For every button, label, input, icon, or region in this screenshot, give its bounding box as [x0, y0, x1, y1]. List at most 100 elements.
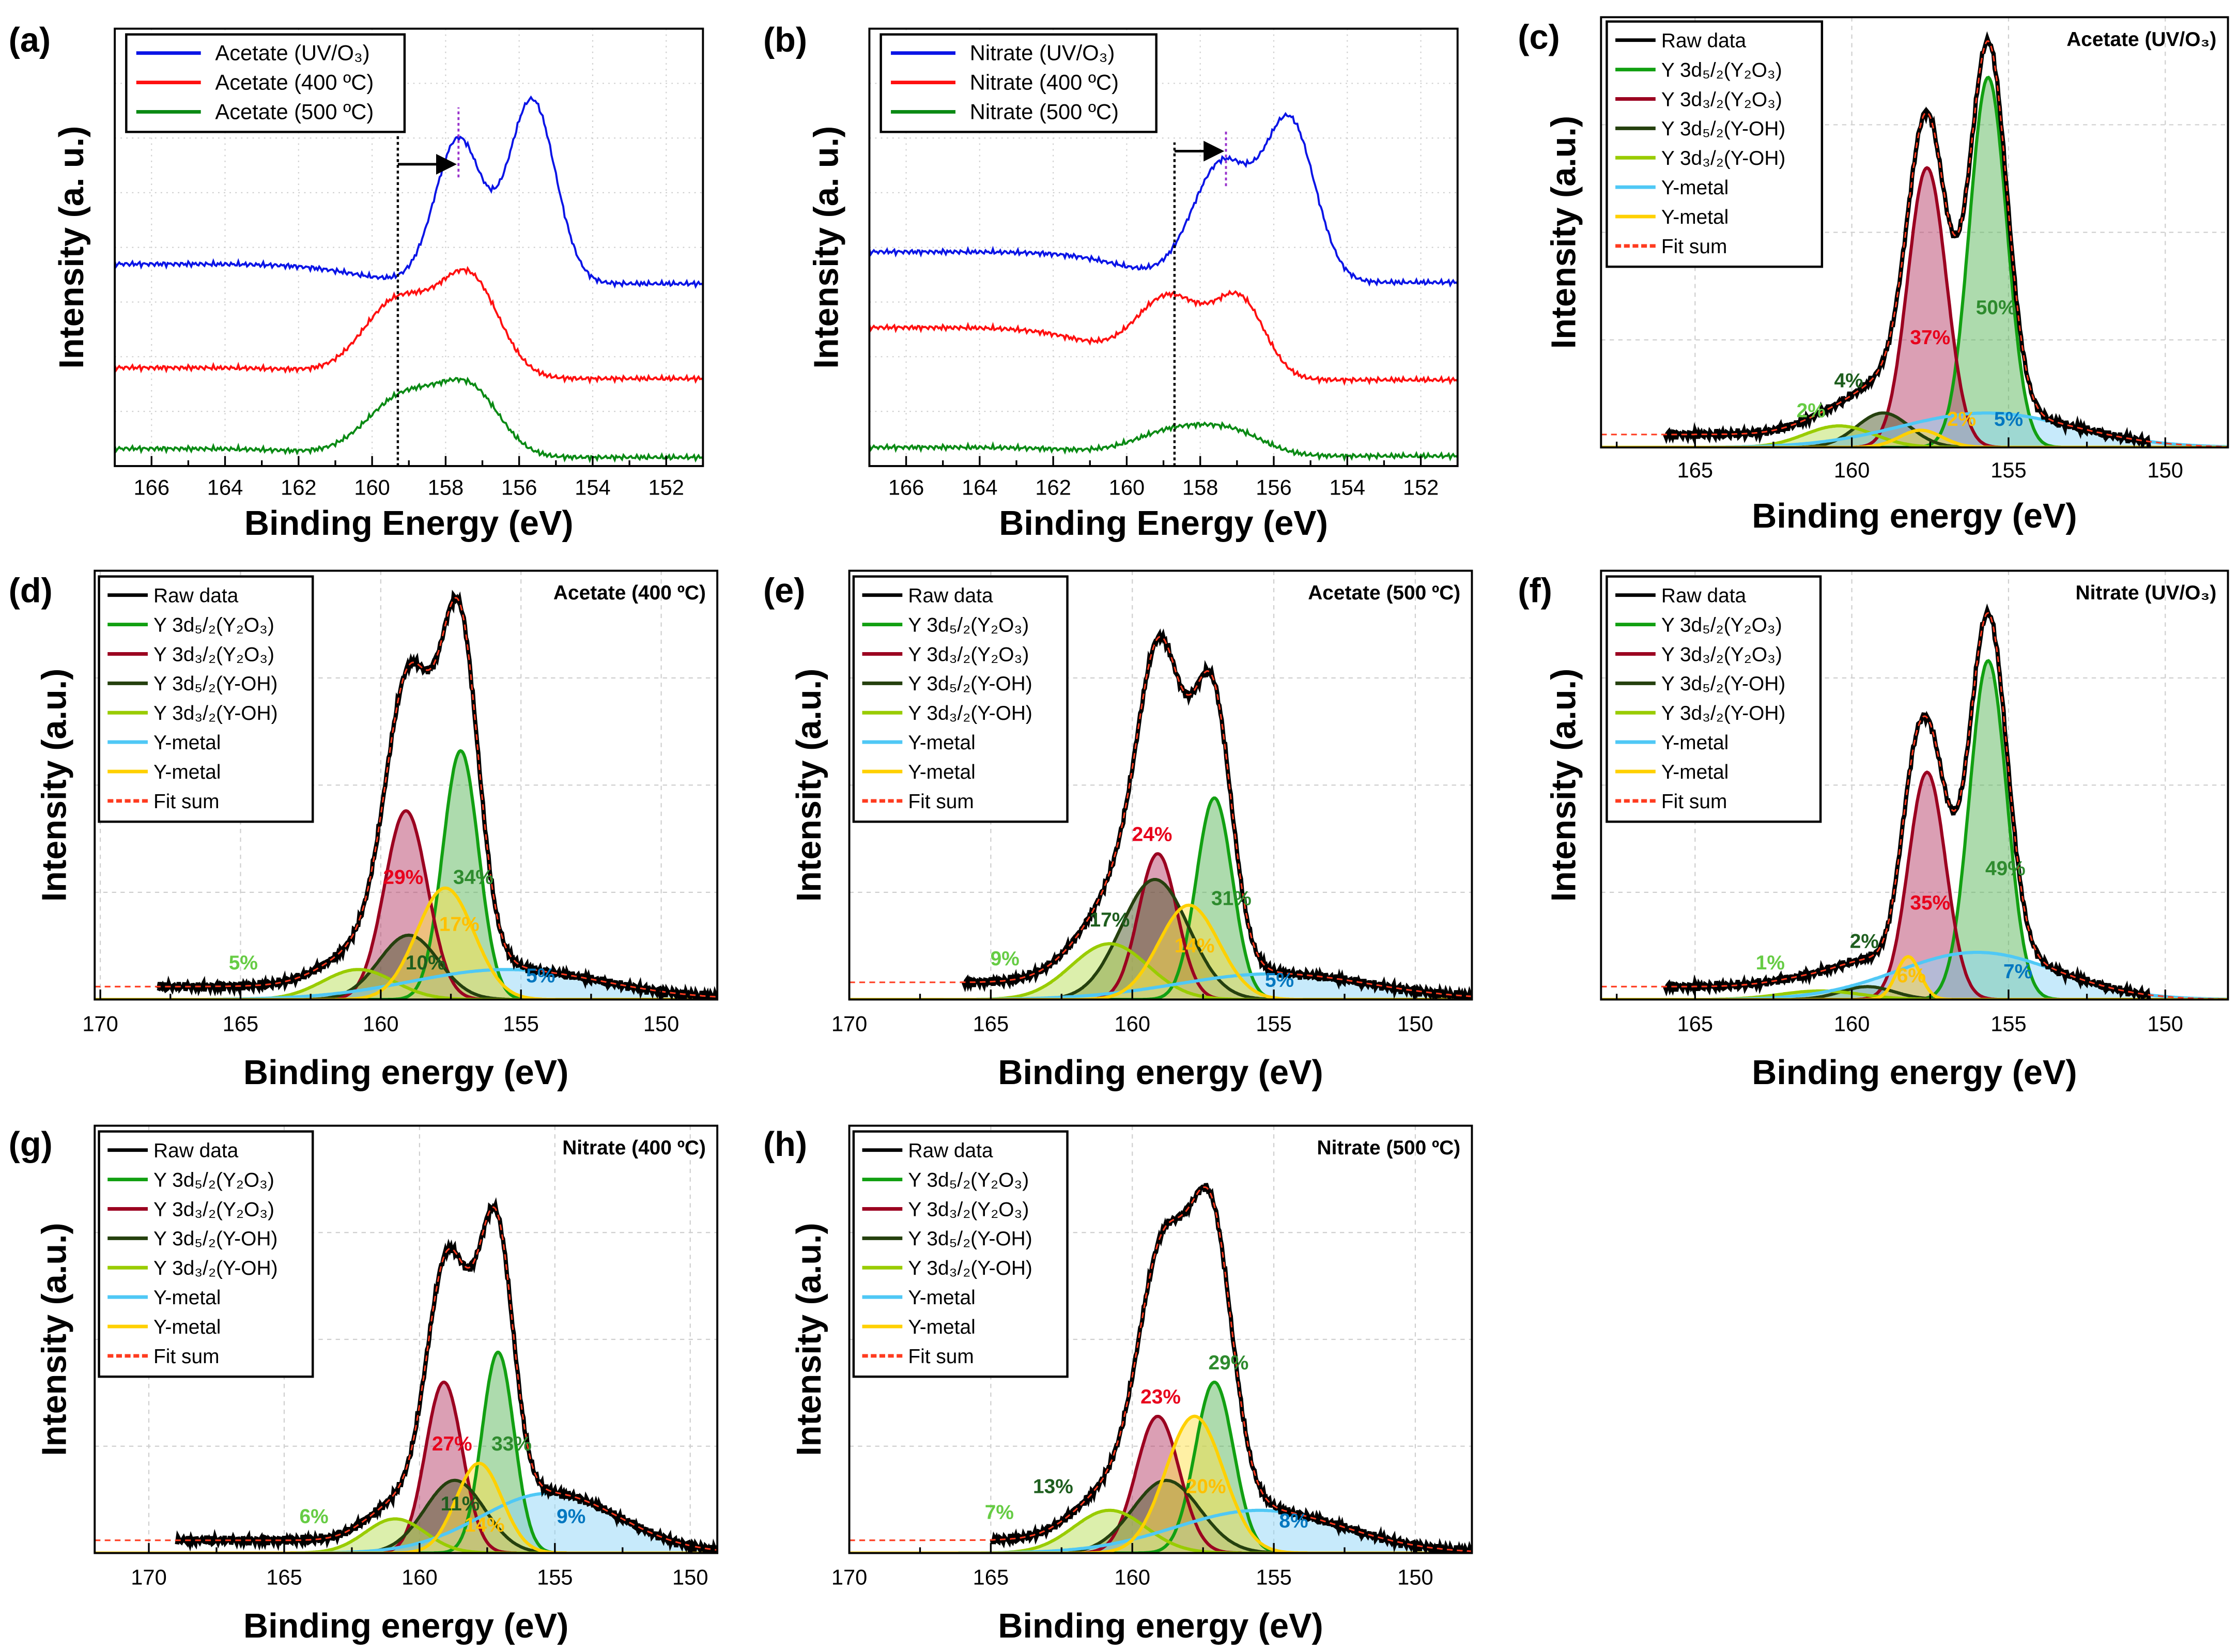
- panel-title: Nitrate (400 ºC): [562, 1137, 706, 1159]
- legend-label: Y 3d₃/₂(Y-OH): [153, 702, 277, 724]
- legend-label: Nitrate (UV/O₃): [970, 41, 1115, 65]
- axes-frame: [848, 569, 1473, 1001]
- x-axis-label: Binding energy (eV): [243, 1054, 568, 1092]
- panel-h: 29% 23% 13% 7% 8% 20% Nitrate (500 ºC) 170 165 16…: [763, 1124, 1473, 1645]
- series-line-1: [869, 289, 1458, 386]
- y-axis-label: Intensity (a.u.): [1545, 669, 1583, 902]
- legend-label: Y 3d₃/₂(Y₂O₃): [1661, 643, 1782, 666]
- percent-label: 27%: [432, 1433, 472, 1455]
- component-line-1: [849, 852, 1472, 1000]
- axes-frame: [94, 569, 719, 1001]
- legend-label: Fit sum: [1661, 791, 1727, 813]
- component-line-3: [849, 942, 1472, 1000]
- x-tick-label: 155: [1256, 1011, 1291, 1036]
- component-line-3: [95, 1517, 718, 1553]
- component-fill-4: [95, 1493, 718, 1553]
- x-tick-label: 150: [643, 1011, 679, 1036]
- legend-label: Y-metal: [908, 732, 975, 754]
- x-tick-label: 162: [281, 475, 316, 499]
- legend-label: Y 3d₅/₂(Y-OH): [908, 1228, 1032, 1250]
- legend-box: [98, 1130, 314, 1378]
- panel-letter: (d): [9, 572, 53, 610]
- x-tick-label: 158: [1182, 475, 1218, 499]
- legend-label: Y 3d₅/₂(Y-OH): [153, 1228, 277, 1250]
- component-fill-1: [1601, 167, 2228, 447]
- x-tick-label: 155: [1990, 1011, 2026, 1036]
- y-axis-label: Intensity (a. u.): [807, 126, 845, 369]
- x-axis-label: Binding energy (eV): [1752, 497, 2077, 535]
- fit-sum-line: [95, 1206, 718, 1551]
- series-line-0: [869, 112, 1458, 288]
- component-fill-5: [95, 888, 718, 1000]
- percent-label: 33%: [491, 1433, 532, 1455]
- component-line-3: [849, 1508, 1472, 1553]
- component-line-0: [849, 1380, 1472, 1553]
- panel-g: 33% 27% 11% 6% 9% 14% Nitrate (400 ºC) 170 165 16…: [9, 1124, 719, 1645]
- panel-c: 50% 37% 4% 2% 5% 2% Acetate (UV/O₃) 165 160 155 15…: [1518, 16, 2229, 535]
- legend-box: [1606, 20, 1824, 268]
- percent-label: 7%: [2003, 961, 2032, 983]
- legend-label: Y 3d₃/₂(Y₂O₃): [1661, 88, 1782, 111]
- legend-label: Y 3d₅/₂(Y₂O₃): [153, 1169, 274, 1191]
- raw-data-line: [175, 1197, 718, 1553]
- x-tick-label: 160: [363, 1011, 398, 1036]
- x-tick-label: 156: [501, 475, 537, 499]
- legend-label: Acetate (UV/O₃): [215, 41, 369, 65]
- legend-label: Raw data: [153, 585, 239, 607]
- legend-label: Y-metal: [1661, 761, 1728, 783]
- percent-label: 49%: [1985, 858, 2026, 880]
- x-tick-label: 150: [2148, 1011, 2183, 1036]
- percent-label: 8%: [1279, 1510, 1308, 1532]
- x-tick-label: 155: [537, 1565, 573, 1589]
- legend-label: Y 3d₅/₂(Y-OH): [908, 673, 1032, 695]
- x-axis-label: Binding energy (eV): [998, 1607, 1323, 1645]
- fit-sum-line: [1601, 612, 2228, 1000]
- panel-title: Acetate (UV/O₃): [2066, 28, 2216, 51]
- legend-label: Y 3d₅/₂(Y₂O₃): [908, 1169, 1029, 1191]
- legend: Nitrate (UV/O₃) Nitrate (400 ºC) Nitrate (…: [879, 33, 1157, 133]
- x-tick-label: 152: [649, 475, 684, 499]
- x-axis-label: Binding Energy (eV): [999, 504, 1328, 543]
- percent-label: 2%: [1850, 931, 1879, 953]
- legend-label: Y 3d₃/₂(Y-OH): [1661, 147, 1785, 169]
- component-line-5: [95, 886, 718, 1000]
- y-axis-label: Intensity (a.u.): [790, 1223, 828, 1456]
- percent-label: 7%: [985, 1501, 1014, 1523]
- series-line-2: [115, 376, 703, 464]
- series-line-1: [115, 266, 703, 385]
- x-tick-label: 160: [1834, 458, 1870, 482]
- legend-label: Y 3d₅/₂(Y₂O₃): [153, 614, 274, 636]
- x-tick-label: 164: [962, 475, 997, 499]
- x-axis-label: Binding energy (eV): [1752, 1054, 2077, 1092]
- y-axis-label: Intensity (a.u.): [790, 669, 828, 902]
- axes-frame: [1600, 569, 2229, 1001]
- component-line-1: [849, 1414, 1472, 1553]
- panel-b: 166 164 162 160 158 156 154 152 Binding Energy (…: [763, 21, 1459, 543]
- legend-box: [852, 575, 1069, 823]
- legend-label: Fit sum: [908, 791, 974, 813]
- component-line-1: [1601, 770, 2228, 1000]
- series-line-2: [869, 421, 1458, 462]
- axes-frame: [1600, 16, 2229, 449]
- plot-area: [849, 1183, 1472, 1553]
- legend-label: Acetate (500 ºC): [215, 99, 374, 123]
- panel-title: Acetate (400 ºC): [553, 582, 706, 604]
- x-tick-label: 150: [1397, 1565, 1433, 1589]
- panel-letter: (f): [1518, 572, 1552, 610]
- legend-label: Raw data: [1661, 30, 1747, 52]
- percent-label: 35%: [1910, 892, 1950, 914]
- legend-label: Y-metal: [153, 1316, 221, 1338]
- plot-area: [95, 590, 718, 1000]
- y-axis-label: Intensity (a.u.): [36, 669, 74, 902]
- panel-letter: (h): [763, 1125, 807, 1164]
- panel-f: 49% 35% 2% 1% 7% 6% Nitrate (UV/O₃) 165 160 155 15…: [1518, 569, 2229, 1092]
- legend-label: Y-metal: [908, 1287, 975, 1309]
- x-tick-label: 166: [888, 475, 924, 499]
- legend-label: Y 3d₅/₂(Y₂O₃): [1661, 614, 1782, 636]
- legend-label: Y-metal: [908, 1316, 975, 1338]
- percent-label: 11%: [441, 1493, 480, 1515]
- series-line-0: [115, 95, 703, 289]
- percent-label: 9%: [991, 948, 1020, 970]
- x-tick-label: 160: [402, 1565, 437, 1589]
- legend-label: Raw data: [1661, 585, 1747, 607]
